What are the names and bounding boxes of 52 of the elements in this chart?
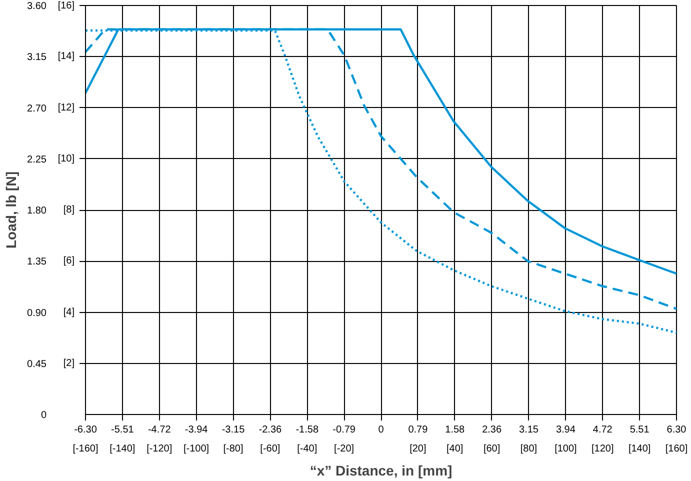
x-tick-label: 2.36: [482, 424, 502, 436]
y2-tick-label: [2]: [63, 358, 75, 369]
y2-tick-label: [8]: [63, 204, 75, 216]
x2-tick-label: [-40]: [297, 444, 318, 454]
x-tick-label: -4.72: [148, 424, 172, 436]
x-tick-label: -3.94: [184, 424, 208, 436]
x2-tick-label: [-20]: [334, 444, 354, 454]
x2-tick-label: [20]: [410, 444, 426, 454]
x2-tick-label: [-60]: [260, 444, 280, 454]
x2-tick-label: [100]: [554, 444, 578, 454]
y2-tick-label: [10]: [58, 153, 75, 164]
y-tick-label: 2.70: [27, 103, 47, 114]
x-tick-label: -3.15: [222, 424, 246, 436]
x2-tick-label: [-100]: [184, 444, 210, 454]
x2-tick-label: [40]: [446, 444, 464, 454]
x2-tick-label: [-80]: [223, 444, 244, 454]
x2-tick-label: [140]: [628, 444, 651, 454]
x2-tick-label: [-160]: [72, 444, 99, 454]
x2-tick-label: [120]: [592, 444, 614, 454]
x-axis-title: “x” Distance, in [mm]: [310, 462, 452, 478]
y-tick-label: 3.15: [27, 52, 47, 64]
y2-tick-label: [12]: [58, 102, 75, 114]
x2-tick-label: [-140]: [110, 444, 136, 454]
x-tick-label: -5.51: [111, 424, 134, 436]
y2-tick-label: [4]: [63, 306, 75, 318]
y-tick-label: 1.35: [27, 256, 47, 268]
y-tick-label: 0: [40, 410, 47, 421]
x-tick-label: 4.72: [592, 424, 613, 436]
x-tick-label: -2.36: [258, 424, 282, 436]
x-tick-label: -0.79: [332, 424, 356, 436]
y-tick-label: 2.25: [27, 154, 47, 166]
y-axis-title: Load, lb [N]: [3, 171, 20, 248]
y2-tick-label: [16]: [58, 0, 75, 12]
x-tick-label: 0: [378, 424, 384, 436]
y-tick-label: 0.90: [27, 308, 47, 319]
x-tick-label: 3.94: [556, 424, 576, 436]
y-tick-label: 0.45: [27, 358, 47, 370]
y2-tick-label: [14]: [58, 51, 75, 62]
x-tick-label: 0.79: [408, 424, 428, 436]
x-tick-label: 3.15: [519, 424, 539, 436]
x-tick-label: 1.58: [445, 424, 466, 436]
y-tick-label: 3.60: [27, 1, 47, 12]
y2-tick-label: [6]: [63, 256, 75, 267]
y-tick-label: 1.80: [27, 206, 47, 216]
x-tick-label: -1.58: [296, 424, 319, 436]
x2-tick-label: [160]: [665, 444, 688, 454]
x-tick-label: -6.30: [74, 424, 98, 436]
x2-tick-label: [60]: [483, 444, 500, 454]
x2-tick-label: [80]: [520, 444, 538, 454]
x2-tick-label: [-120]: [146, 444, 172, 454]
x-tick-label: 6.30: [666, 424, 687, 436]
x-tick-label: 5.51: [630, 424, 650, 436]
